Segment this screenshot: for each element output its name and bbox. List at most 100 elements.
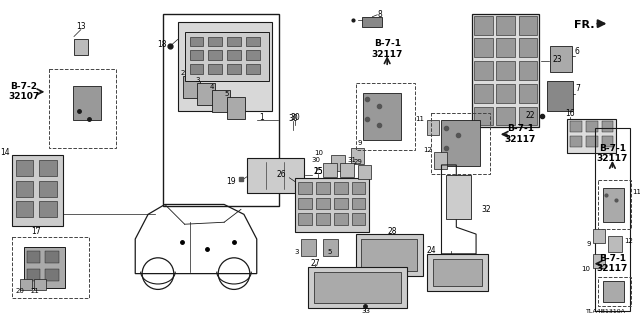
Bar — [474, 38, 493, 57]
Text: B-7-1: B-7-1 — [599, 144, 626, 153]
Bar — [356, 234, 423, 276]
Bar — [301, 239, 316, 256]
Text: 9: 9 — [358, 140, 362, 146]
Text: 10: 10 — [582, 266, 591, 272]
Text: 16: 16 — [565, 109, 575, 118]
Bar — [447, 175, 471, 219]
Bar — [474, 107, 493, 125]
Bar — [334, 213, 348, 225]
Bar — [178, 22, 271, 111]
Bar — [316, 213, 330, 225]
Text: 12: 12 — [423, 147, 431, 153]
Text: 33: 33 — [361, 308, 370, 314]
Bar — [598, 180, 631, 229]
Bar — [474, 61, 493, 80]
Bar — [358, 165, 371, 179]
Text: 7: 7 — [575, 84, 580, 93]
Bar — [519, 61, 538, 80]
Bar — [27, 251, 40, 263]
Bar — [189, 36, 204, 46]
Bar — [570, 122, 582, 132]
Bar — [227, 50, 241, 60]
Bar — [298, 213, 312, 225]
Bar — [35, 278, 46, 291]
Bar — [45, 269, 59, 281]
Text: 25: 25 — [313, 167, 323, 176]
Text: 18: 18 — [157, 40, 166, 49]
Text: 2: 2 — [180, 70, 185, 76]
Text: TLA4B1310A: TLA4B1310A — [586, 309, 626, 314]
Text: 19: 19 — [227, 177, 236, 186]
Text: 3: 3 — [294, 249, 298, 255]
Text: FR.: FR. — [574, 20, 595, 30]
Bar — [362, 239, 417, 271]
Text: 11: 11 — [416, 116, 425, 122]
Bar — [184, 32, 269, 81]
Text: 32117: 32117 — [371, 50, 403, 59]
Text: 32: 32 — [481, 205, 491, 214]
Bar — [550, 46, 572, 72]
Text: 14: 14 — [0, 148, 10, 156]
Text: 17: 17 — [31, 227, 41, 236]
Bar — [586, 136, 598, 147]
Bar — [340, 163, 353, 177]
Bar — [570, 136, 582, 147]
Text: 32107: 32107 — [8, 92, 39, 101]
Text: 10: 10 — [314, 150, 323, 156]
Text: 8: 8 — [377, 10, 382, 19]
Text: 5: 5 — [225, 91, 229, 97]
Bar — [331, 155, 345, 171]
Bar — [12, 155, 63, 226]
Bar — [334, 182, 348, 194]
Bar — [433, 259, 482, 286]
Bar — [246, 64, 260, 74]
Bar — [351, 148, 364, 164]
Bar — [356, 83, 415, 150]
Text: 28: 28 — [387, 227, 397, 236]
Text: 24: 24 — [427, 246, 436, 255]
Bar — [593, 254, 605, 268]
Bar — [593, 229, 605, 243]
Bar — [209, 50, 222, 60]
Text: B-7-1: B-7-1 — [599, 254, 626, 263]
Bar — [182, 76, 200, 98]
Text: 30: 30 — [291, 113, 300, 122]
Bar — [431, 113, 490, 174]
Bar — [74, 39, 88, 55]
Bar — [598, 276, 631, 306]
Text: 23: 23 — [552, 55, 562, 64]
Text: B-7-1: B-7-1 — [374, 39, 401, 48]
Text: 20: 20 — [15, 288, 24, 294]
Bar — [227, 97, 245, 118]
Bar — [40, 181, 57, 196]
Bar — [519, 16, 538, 35]
Text: 31: 31 — [348, 157, 356, 163]
Text: 3: 3 — [195, 77, 200, 83]
Bar — [519, 38, 538, 57]
Bar — [247, 158, 304, 193]
Bar — [316, 182, 330, 194]
Text: 15: 15 — [313, 167, 323, 176]
Bar — [189, 50, 204, 60]
Bar — [351, 197, 365, 209]
Bar — [323, 239, 338, 256]
Text: 4: 4 — [210, 84, 214, 90]
Bar — [20, 278, 31, 291]
Bar — [362, 17, 382, 27]
Text: 32117: 32117 — [596, 264, 628, 273]
Bar — [209, 64, 222, 74]
Text: 12: 12 — [624, 238, 633, 244]
Bar — [497, 84, 515, 103]
Bar — [295, 178, 369, 232]
Bar — [519, 84, 538, 103]
Bar — [602, 136, 613, 147]
Text: 32117: 32117 — [596, 154, 628, 163]
Bar — [308, 267, 407, 308]
Text: 29: 29 — [353, 159, 362, 165]
Bar — [497, 38, 515, 57]
Bar — [246, 36, 260, 46]
Text: 26: 26 — [276, 170, 286, 179]
Bar — [586, 122, 598, 132]
Bar — [24, 247, 65, 288]
Bar — [16, 181, 33, 196]
